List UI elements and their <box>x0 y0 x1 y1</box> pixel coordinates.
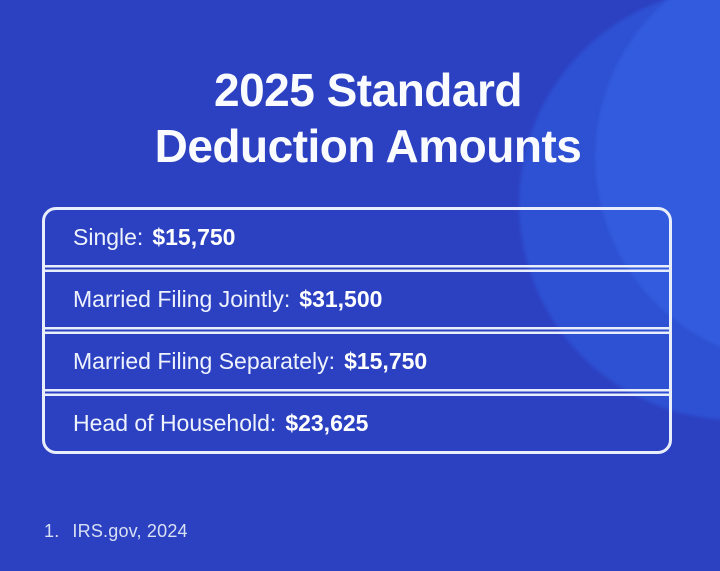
page-title-line-2: Deduction Amounts <box>154 120 582 172</box>
row-value: $31,500 <box>299 286 383 312</box>
deduction-table: Single: $15,750 Married Filing Jointly: … <box>42 207 672 454</box>
row-divider <box>45 327 669 334</box>
row-value: $15,750 <box>344 348 428 374</box>
row-label: Married Filing Separately: <box>73 348 336 374</box>
table-row-married-jointly: Married Filing Jointly: $31,500 <box>45 272 669 327</box>
footnote-text: IRS.gov, 2024 <box>72 521 188 541</box>
page-title-line-1: 2025 Standard <box>214 64 522 116</box>
footnote: 1. IRS.gov, 2024 <box>44 521 188 542</box>
row-value: $23,625 <box>285 410 369 436</box>
row-divider <box>45 389 669 396</box>
table-row-head-of-household: Head of Household: $23,625 <box>45 396 669 451</box>
row-label: Head of Household: <box>73 410 277 436</box>
row-label: Married Filing Jointly: <box>73 286 291 312</box>
footnote-marker: 1. <box>44 521 60 541</box>
table-row-married-separately: Married Filing Separately: $15,750 <box>45 334 669 389</box>
table-row-single: Single: $15,750 <box>45 210 669 265</box>
page-title: 2025 Standard Deduction Amounts <box>0 0 720 174</box>
row-label: Single: <box>73 224 144 250</box>
row-divider <box>45 265 669 272</box>
row-value: $15,750 <box>152 224 236 250</box>
